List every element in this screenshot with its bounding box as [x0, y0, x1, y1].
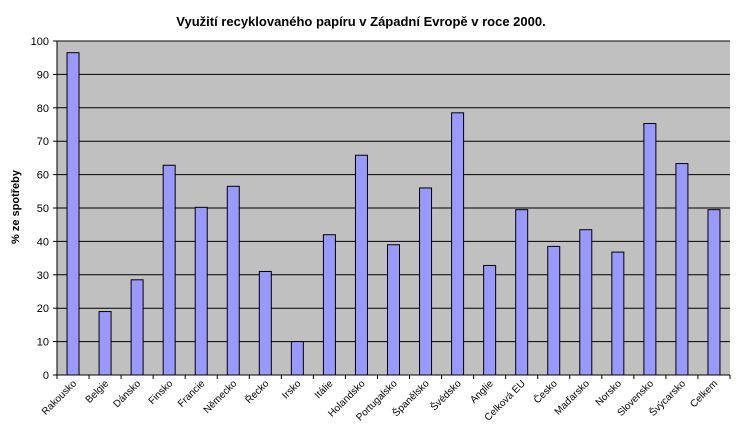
bar — [226, 185, 240, 376]
bar — [130, 279, 144, 376]
y-tick-label: 10 — [37, 337, 49, 349]
bar — [66, 52, 80, 376]
y-axis-ticks: 0 10 20 30 40 50 60 70 80 90 100 — [31, 36, 57, 382]
bar — [290, 341, 304, 376]
bar — [98, 311, 112, 376]
axes — [56, 41, 730, 376]
bar — [354, 154, 368, 376]
y-tick-label: 0 — [43, 370, 49, 382]
y-axis-label: % ze spotřeby — [10, 169, 22, 244]
category-label: Celkem — [688, 378, 720, 410]
y-tick-label: 70 — [37, 136, 49, 148]
y-tick-label: 30 — [37, 270, 49, 282]
bar — [258, 270, 272, 376]
y-tick-label: 40 — [37, 236, 49, 248]
bar — [707, 209, 721, 376]
category-label: Maďarsko — [553, 378, 593, 418]
category-label: Švédsko — [427, 377, 464, 414]
y-tick-label: 20 — [37, 303, 49, 315]
bar — [515, 209, 529, 376]
category-label: Finsko — [147, 378, 176, 407]
bar — [675, 163, 689, 376]
category-label: Německo — [202, 378, 240, 416]
bar — [611, 251, 625, 376]
category-label: Anglie — [468, 378, 496, 406]
bar — [194, 206, 208, 376]
y-tick-label: 80 — [37, 103, 49, 115]
category-label: Itálie — [313, 378, 336, 401]
bar — [322, 234, 336, 376]
category-label: Řecko — [242, 377, 272, 407]
y-tick-label: 60 — [37, 170, 49, 182]
bar — [643, 122, 657, 376]
x-axis-ticks: Rakousko Belgie Dánsko Finsko FrancieNěmecko… — [40, 375, 731, 423]
category-label: Dánsko — [111, 378, 143, 410]
category-label: Francie — [176, 378, 208, 410]
category-label: Česko — [531, 377, 561, 407]
y-tick-label: 100 — [31, 36, 49, 48]
bar — [387, 244, 400, 376]
category-label: Rakousko — [40, 378, 80, 418]
bar — [162, 164, 176, 376]
bar — [579, 229, 593, 376]
bar — [483, 264, 497, 376]
bar — [419, 187, 433, 376]
y-tick-label: 50 — [37, 203, 49, 215]
category-label: Belgie — [84, 378, 112, 406]
bar — [451, 112, 465, 376]
category-label: Norsko — [594, 378, 624, 408]
chart-title: Využití recyklovaného papíru v Západní E… — [176, 14, 545, 29]
y-tick-label: 90 — [37, 69, 49, 81]
category-label: Irsko — [280, 378, 303, 401]
bar — [547, 245, 561, 376]
